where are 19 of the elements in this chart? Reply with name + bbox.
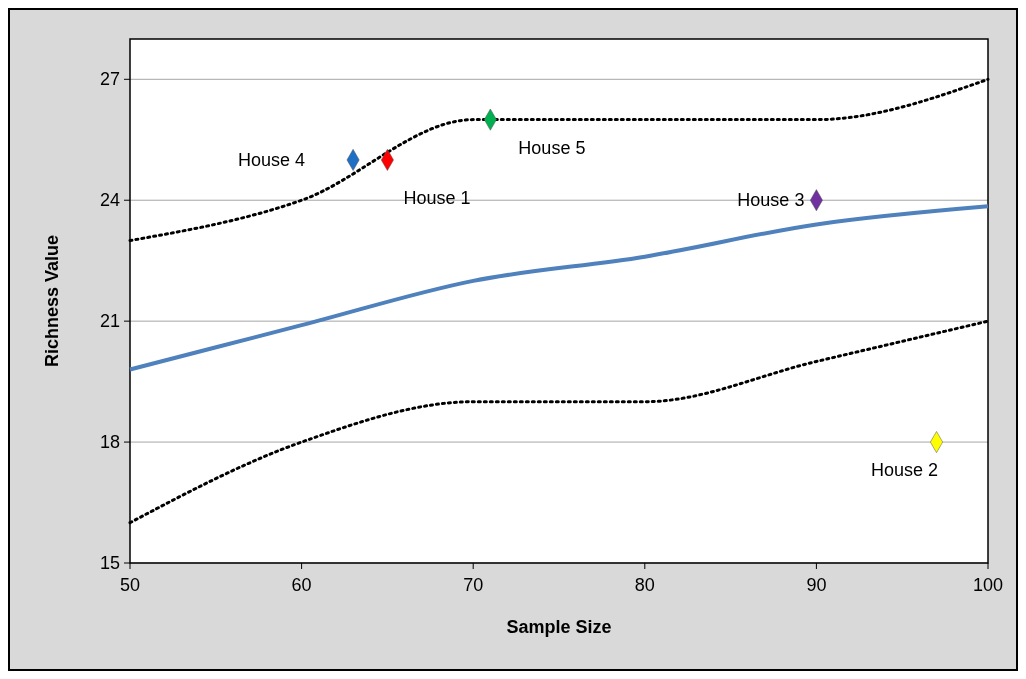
series-label: House 3 (737, 190, 805, 211)
y-tick-label: 15 (99, 553, 120, 573)
y-axis-title: Richness Value (42, 234, 62, 368)
y-tick-label: 27 (99, 69, 120, 90)
series-label: House 2 (871, 460, 939, 481)
x-tick-label: 90 (806, 575, 827, 595)
x-tick-label: 60 (291, 575, 312, 595)
x-tick-label: 100 (972, 575, 1004, 595)
text: House 4 (238, 149, 306, 170)
x-tick-label: 70 (463, 575, 484, 595)
series-label: House 1 (403, 187, 471, 208)
y-tick-label: 21 (99, 311, 120, 332)
y-tick-label: 24 (99, 190, 120, 211)
line-series (128, 204, 990, 372)
x-tick-label: 80 (634, 575, 655, 595)
x-tick-label: 50 (119, 575, 141, 595)
y-tick-label: 18 (99, 432, 120, 453)
series-label: House 5 (518, 137, 586, 158)
x-axis-title: Sample Size (506, 617, 612, 637)
